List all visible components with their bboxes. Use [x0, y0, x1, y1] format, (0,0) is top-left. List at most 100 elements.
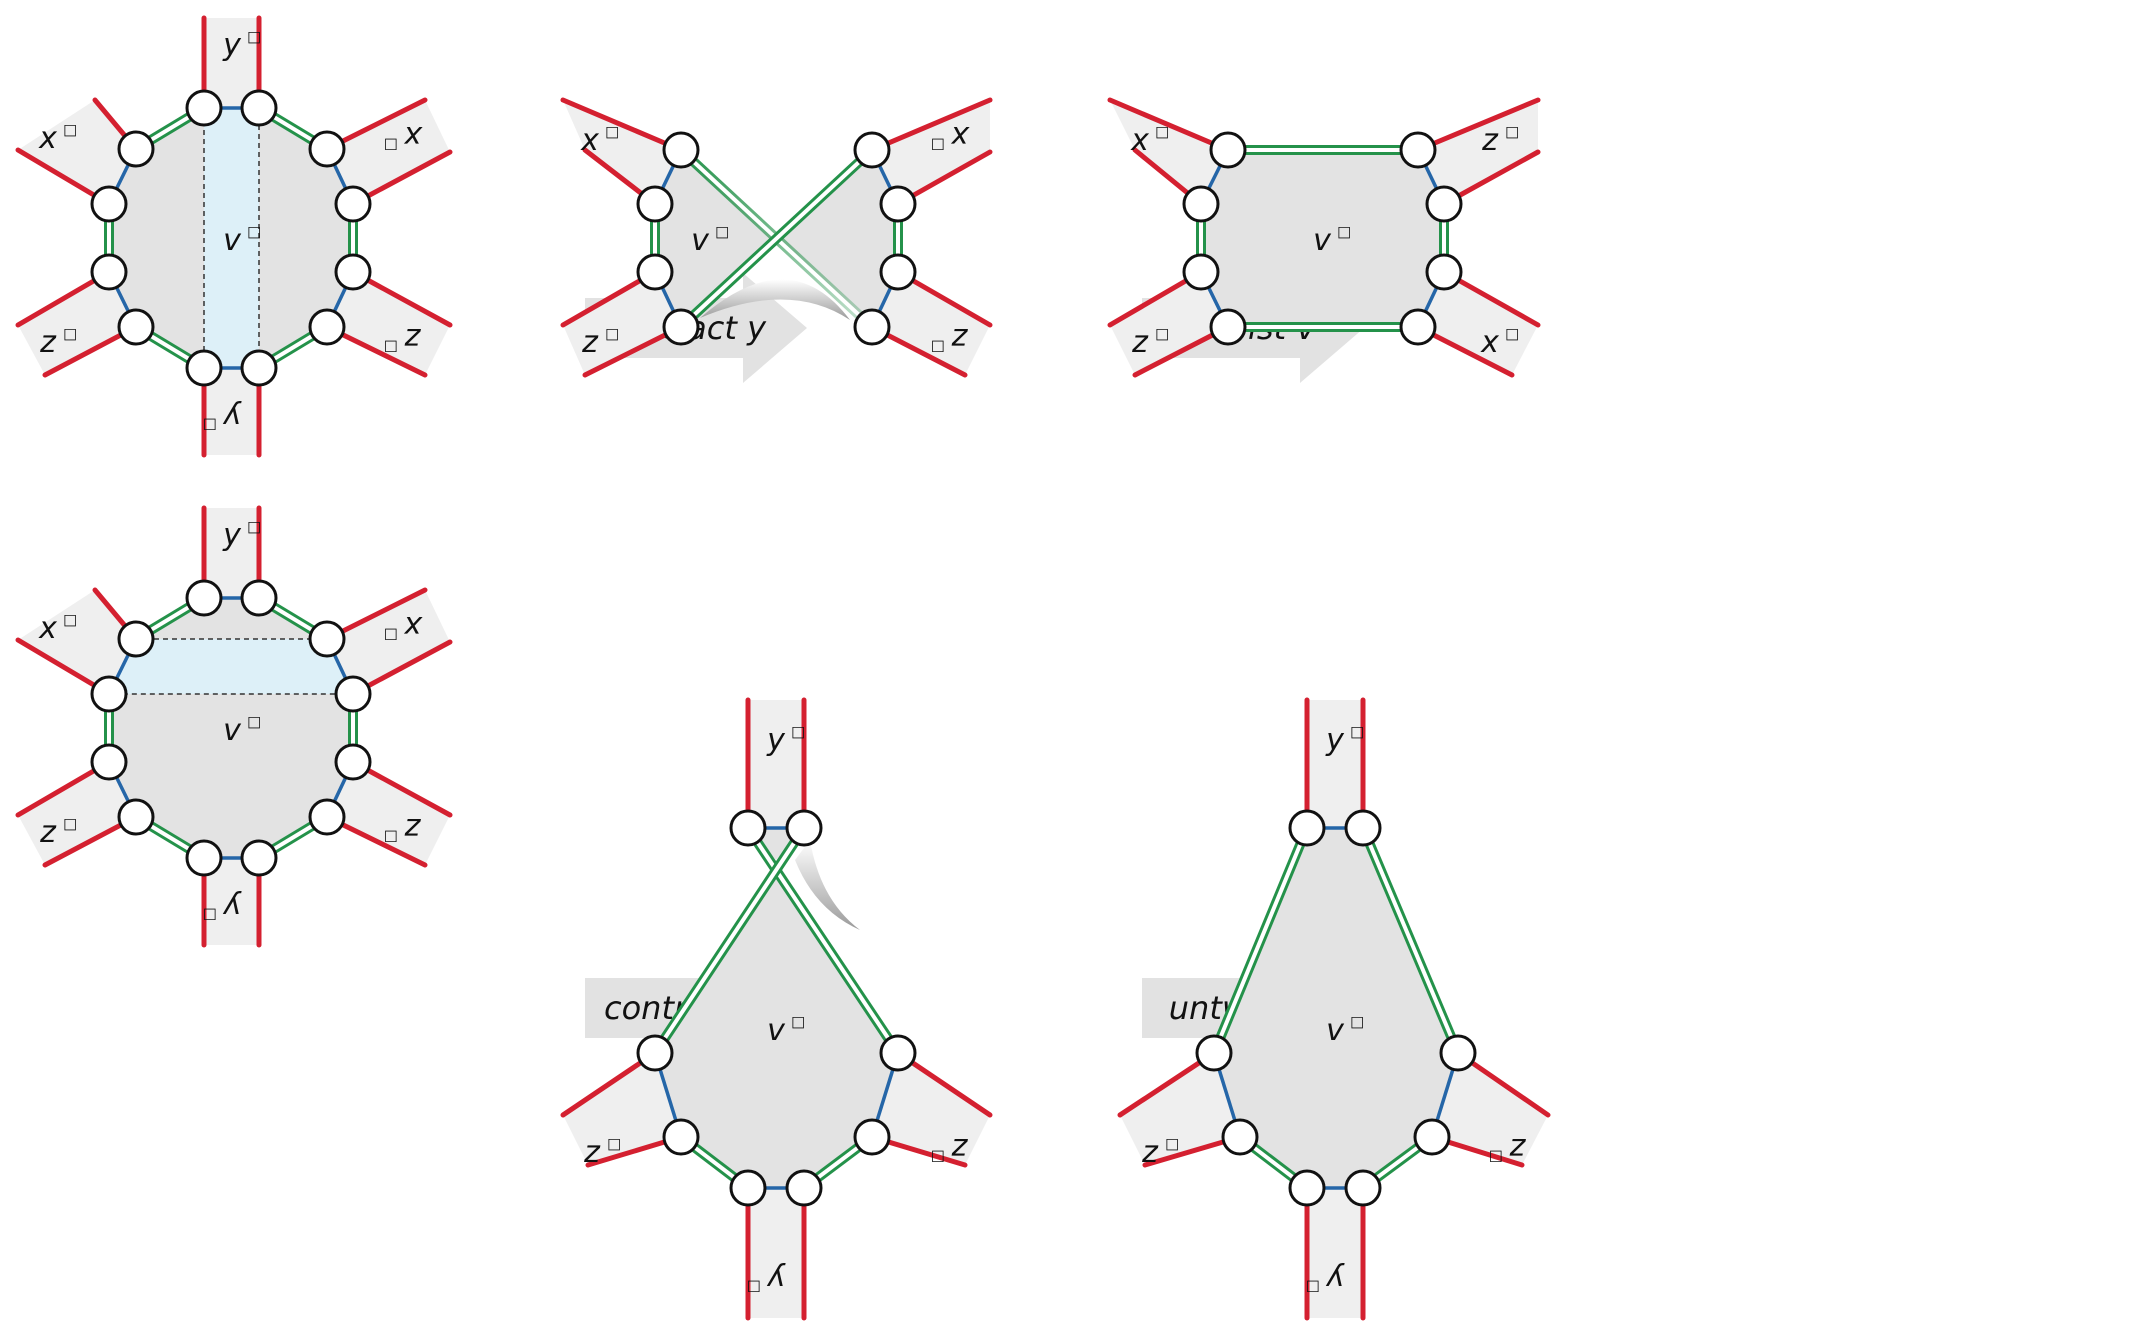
- arm-x-left-band: [563, 100, 681, 204]
- face-v-right: [776, 150, 898, 327]
- arm-z-left-band: [563, 1053, 681, 1165]
- panel-bottom-1: v □ y □ y □ x □ x □ z □ z □: [15, 505, 453, 948]
- vertex-node: [90, 743, 128, 781]
- arm-y-bottom-band: [748, 1188, 804, 1318]
- label-z: z: [951, 321, 969, 356]
- arm-z-right-band: [327, 272, 450, 375]
- dual-mark: □: [203, 417, 217, 435]
- face-v: [1201, 150, 1444, 327]
- vertex-node: [1399, 308, 1437, 346]
- vertex-node: [785, 1169, 823, 1207]
- highlight-strip: [203, 107, 260, 369]
- label-x: x: [38, 121, 57, 156]
- label-z: z: [951, 1131, 969, 1166]
- arm-x-left-band: [18, 590, 136, 694]
- vertex-node: [1209, 131, 1247, 169]
- arm-x-left-edge: [560, 97, 684, 153]
- vertex-node: [1399, 131, 1437, 169]
- vertex-node: [240, 579, 278, 617]
- vertex-node: [662, 308, 700, 346]
- dual-mark: □: [247, 28, 261, 46]
- vertex-node: [729, 1169, 767, 1207]
- arm-x-left-band: [1110, 100, 1228, 204]
- dual-mark: □: [1350, 1013, 1364, 1031]
- twist-curl: [795, 840, 860, 930]
- arm-y-bottom-band: [204, 858, 259, 945]
- arm-x-right-band: [1418, 272, 1538, 375]
- green-edge-inner: [1361, 827, 1460, 1054]
- label-v: v: [223, 223, 242, 258]
- vertex-node: [90, 253, 128, 291]
- label-x: x: [580, 123, 599, 158]
- dual-mark: □: [63, 611, 77, 629]
- label-y: y: [1325, 1261, 1345, 1296]
- dual-mark: □: [247, 518, 261, 536]
- vertex-node: [1413, 1118, 1451, 1156]
- dual-mark: □: [1165, 1135, 1179, 1153]
- label-z: z: [1509, 1131, 1527, 1166]
- vertex-node: [853, 308, 891, 346]
- dual-mark: □: [931, 339, 945, 357]
- arm-x-right-band: [872, 100, 990, 204]
- arm-y-top-band: [748, 700, 804, 828]
- vertex-node: [729, 809, 767, 847]
- dual-mark: □: [1350, 723, 1364, 741]
- vertex-node: [1344, 809, 1382, 847]
- dual-mark: □: [384, 137, 398, 155]
- dual-mark: □: [384, 627, 398, 645]
- arm-y-bottom-band: [204, 368, 259, 455]
- panel-bottom-3: v □ y □ y □ z □ z □: [1117, 697, 1551, 1321]
- vertex-node: [879, 1034, 917, 1072]
- green-edge-inner: [653, 826, 806, 1055]
- vertex-node: [1439, 1034, 1477, 1072]
- vertex-node: [1425, 185, 1463, 223]
- dual-mark: □: [1155, 325, 1169, 343]
- label-y: y: [222, 28, 242, 63]
- dual-mark: □: [931, 1149, 945, 1167]
- dual-mark: □: [1337, 223, 1351, 241]
- vertex-node: [185, 349, 223, 387]
- arm-z-right-edge: [1415, 97, 1541, 153]
- vertex-node: [334, 743, 372, 781]
- green-edge-inner: [1212, 827, 1309, 1054]
- vertex-node: [853, 131, 891, 169]
- vertex-node: [785, 809, 823, 847]
- dual-mark: □: [1505, 123, 1519, 141]
- label-z: z: [39, 325, 57, 360]
- vertex-node: [308, 798, 346, 836]
- vertex-node: [334, 253, 372, 291]
- dual-mark: □: [384, 829, 398, 847]
- arm-x-right-edge: [869, 97, 993, 153]
- arm-z-left-edge: [1117, 1050, 1217, 1118]
- dual-mark: □: [747, 1279, 761, 1297]
- arm-x-right-band: [327, 590, 450, 694]
- vertex-node: [1209, 308, 1247, 346]
- label-x: x: [404, 119, 423, 154]
- label-v: v: [1326, 1013, 1345, 1048]
- vertex-node: [308, 620, 346, 658]
- arm-z-right-band: [872, 272, 990, 375]
- panel-top-3: v □ x □ z □ z □ x □: [1107, 97, 1541, 378]
- arm-y-top-band: [1307, 700, 1363, 828]
- vertex-node: [636, 1034, 674, 1072]
- label-x: x: [404, 609, 423, 644]
- label-v: v: [767, 1013, 786, 1048]
- vertex-node: [117, 798, 155, 836]
- label-x: x: [38, 611, 57, 646]
- arm-y-bottom-band: [1307, 1188, 1363, 1318]
- panel-bottom-2: v □ y □ y □ z □ z □: [560, 697, 993, 1321]
- label-z: z: [404, 321, 422, 356]
- arm-z-left-band: [563, 272, 681, 375]
- vertex-node: [334, 185, 372, 223]
- vertex-node: [240, 839, 278, 877]
- label-v: v: [1313, 223, 1332, 258]
- label-y: y: [222, 399, 242, 434]
- dual-mark: □: [1306, 1279, 1320, 1297]
- dual-mark: □: [605, 123, 619, 141]
- vertex-node: [185, 579, 223, 617]
- vertex-node: [879, 253, 917, 291]
- vertex-node: [636, 185, 674, 223]
- label-y: y: [222, 889, 242, 924]
- arm-x-left-band: [18, 100, 136, 204]
